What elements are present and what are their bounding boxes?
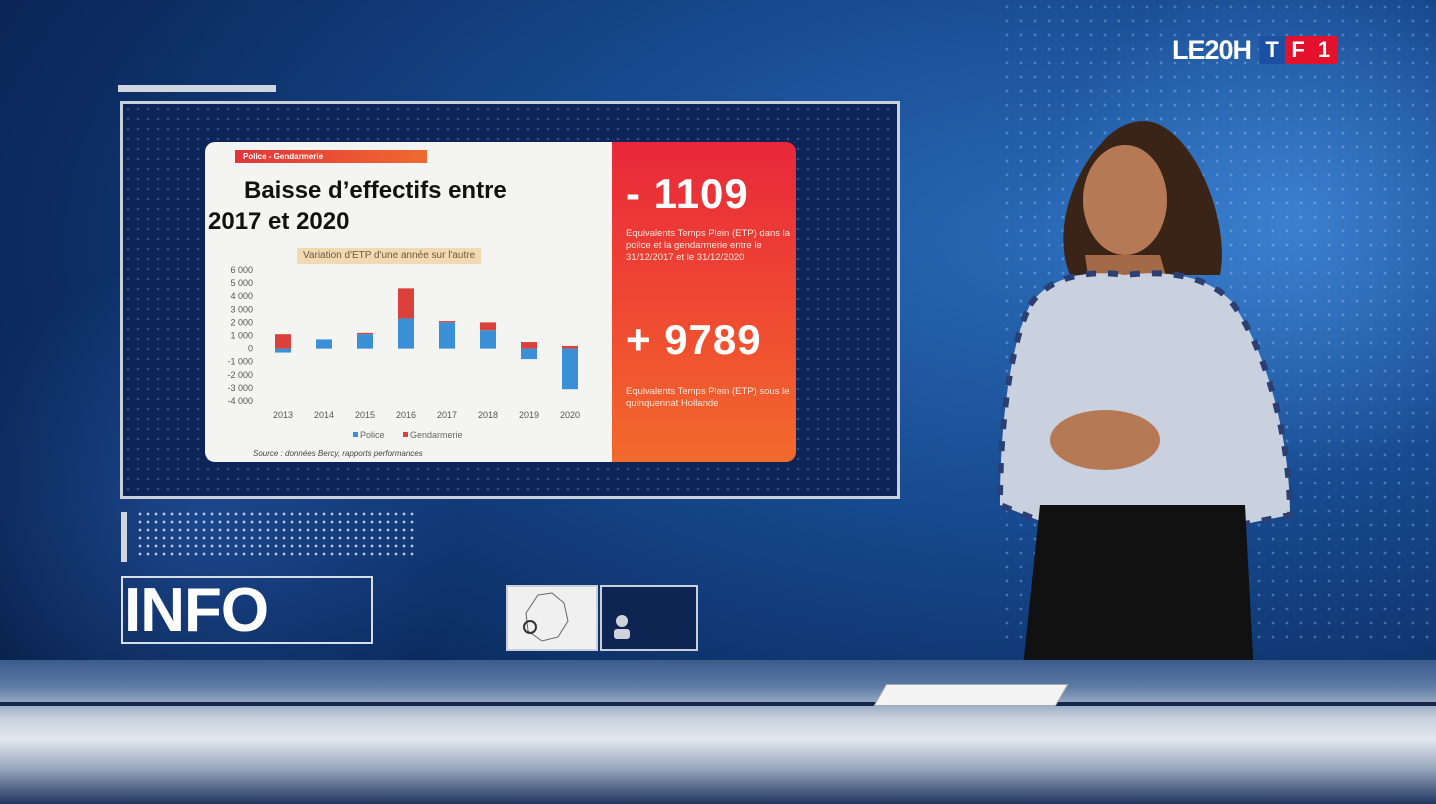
logo-letter-f: F bbox=[1285, 36, 1312, 64]
bar-gendarmerie-2016 bbox=[398, 288, 414, 319]
x-tick-label: 2013 bbox=[273, 410, 293, 420]
stat2-text: Equivalents Temps Plein (ETP) sous le qu… bbox=[626, 386, 790, 409]
y-tick-label: -3 000 bbox=[227, 383, 253, 393]
mini-screen-map bbox=[506, 585, 598, 651]
bar-gendarmerie-2017 bbox=[439, 321, 455, 323]
logo-show-name: LE20H bbox=[1172, 34, 1252, 65]
x-tick-label: 2019 bbox=[519, 410, 539, 420]
bar-police-2014 bbox=[316, 339, 332, 349]
logo-channel: T F 1 bbox=[1259, 36, 1338, 64]
topic-tag: Police - Gendarmerie bbox=[235, 150, 427, 163]
y-tick-label: -2 000 bbox=[227, 370, 253, 380]
graphic-title-line2: 2017 et 2020 bbox=[208, 208, 350, 235]
legend-swatch-gendarmerie bbox=[403, 432, 408, 437]
legend-label-police: Police bbox=[360, 430, 385, 440]
chart-subtitle: Variation d'ETP d'une année sur l'autre bbox=[297, 248, 482, 264]
bar-police-2015 bbox=[357, 334, 373, 349]
bar-police-2020 bbox=[562, 348, 578, 390]
channel-logo: LE20H T F 1 bbox=[1172, 34, 1338, 66]
y-tick-label: 0 bbox=[248, 344, 253, 354]
info-decoration-bar bbox=[121, 512, 127, 562]
y-tick-label: 1 000 bbox=[230, 331, 253, 341]
info-dot-pattern bbox=[136, 510, 416, 560]
x-tick-label: 2017 bbox=[437, 410, 457, 420]
chart-source: Source : données Bercy, rapports perform… bbox=[253, 449, 423, 458]
stat2-value: + 9789 bbox=[626, 316, 762, 363]
y-tick-label: 3 000 bbox=[230, 304, 253, 314]
graphic-title: Baisse d’effectifs entre 2017 et 2020 bbox=[208, 175, 608, 237]
logo-letter-1: 1 bbox=[1311, 36, 1338, 64]
bar-police-2018 bbox=[480, 330, 496, 349]
person-icon bbox=[614, 615, 630, 639]
frame-decoration bbox=[118, 85, 276, 92]
x-tick-label: 2020 bbox=[560, 410, 580, 420]
y-tick-label: 2 000 bbox=[230, 317, 253, 327]
bar-chart: 6 000 5 000 4 000 3 000 2 000 1 000 0 -1 000 -2 … bbox=[227, 265, 580, 440]
bar-gendarmerie-2020 bbox=[562, 345, 578, 349]
bar-police-2013 bbox=[275, 348, 291, 353]
x-tick-label: 2015 bbox=[355, 410, 375, 420]
anchor-desk bbox=[0, 660, 1436, 804]
desk-edge bbox=[0, 702, 1436, 706]
stats-panel: - 1109 Equivalents Temps Plein (ETP) dan… bbox=[612, 142, 796, 462]
chart-panel: Police - Gendarmerie Baisse d’effectifs … bbox=[205, 142, 612, 462]
y-tick-label: 6 000 bbox=[230, 265, 253, 275]
x-tick-label: 2016 bbox=[396, 410, 416, 420]
graphic-title-line1: Baisse d’effectifs entre bbox=[244, 177, 507, 204]
y-tick-label: 4 000 bbox=[230, 291, 253, 301]
logo-letter-t: T bbox=[1259, 36, 1286, 64]
presenter-silhouette bbox=[996, 121, 1294, 695]
desk-papers bbox=[873, 684, 1069, 706]
stat1-text: Equivalents Temps Plein (ETP) dans la po… bbox=[626, 228, 791, 263]
x-tick-label: 2014 bbox=[314, 410, 334, 420]
map-icon bbox=[523, 592, 569, 642]
bar-gendarmerie-2018 bbox=[480, 322, 496, 331]
bar-gendarmerie-2019 bbox=[521, 342, 537, 349]
mini-screen-portrait bbox=[600, 585, 698, 651]
bar-gendarmerie-2015 bbox=[357, 332, 373, 335]
bar-gendarmerie-2013 bbox=[275, 334, 291, 349]
bar-police-2019 bbox=[521, 348, 537, 360]
legend-label-gendarmerie: Gendarmerie bbox=[410, 430, 463, 440]
legend-swatch-police bbox=[353, 432, 358, 437]
y-tick-label: -4 000 bbox=[227, 396, 253, 406]
y-tick-label: -1 000 bbox=[227, 357, 253, 367]
stat1-value: - 1109 bbox=[626, 170, 749, 217]
infographic-panel: Police - Gendarmerie Baisse d’effectifs … bbox=[205, 142, 796, 462]
y-tick-label: 5 000 bbox=[230, 278, 253, 288]
x-tick-label: 2018 bbox=[478, 410, 498, 420]
bar-police-2016 bbox=[398, 318, 414, 349]
info-label: INFO bbox=[124, 576, 269, 645]
bar-police-2017 bbox=[439, 322, 455, 349]
info-box bbox=[121, 576, 373, 644]
